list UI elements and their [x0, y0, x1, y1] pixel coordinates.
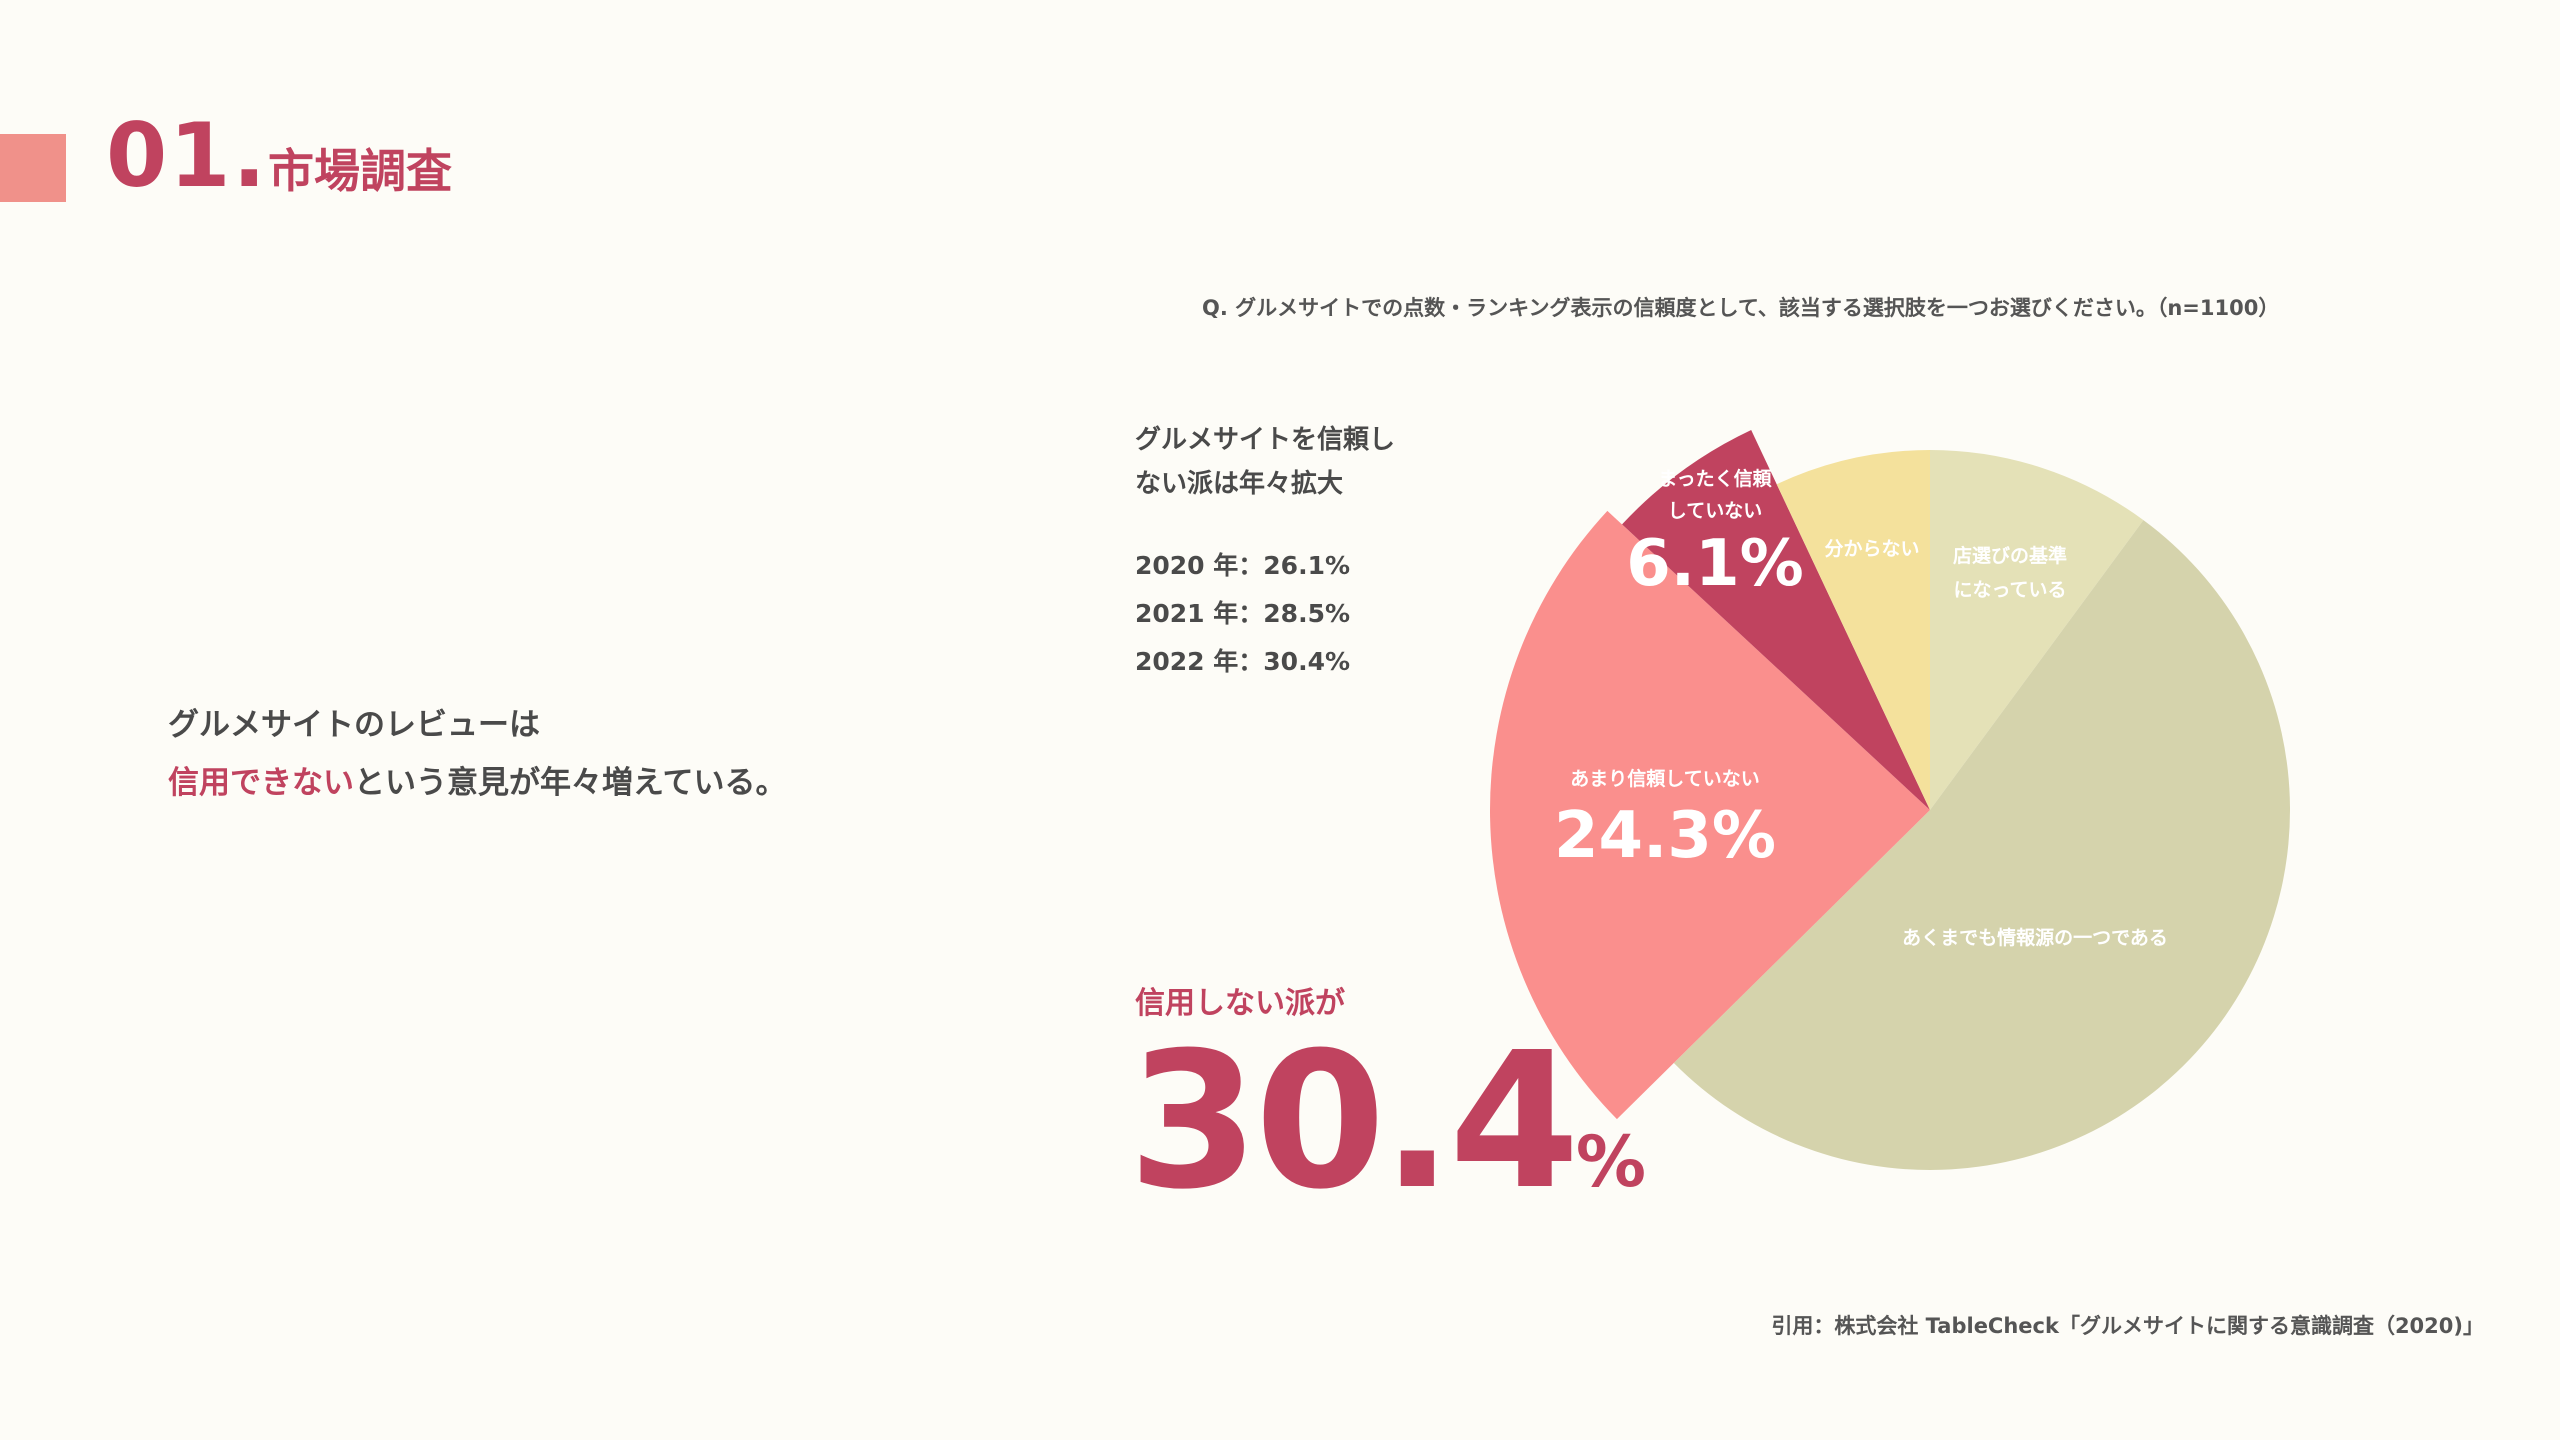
slice-label: 分からない: [1824, 538, 1919, 560]
source-citation: 引用：株式会社 TableCheck「グルメサイトに関する意識調査（2020)」: [1771, 1314, 2484, 1338]
highlight-unit: %: [1575, 1121, 1646, 1203]
lead-line-2: 信用できないという意見が年々増えている。: [168, 754, 786, 812]
page-title: 市場調査: [268, 144, 452, 198]
slice-label: になっている: [1953, 579, 2066, 601]
slice-label: 店選びの基準: [1953, 544, 2067, 567]
slice-label: あまり信頼していない: [1570, 767, 1759, 790]
trend-heading-line-2: ない派は年々拡大: [1135, 469, 1344, 499]
pie-slice: [1776, 450, 1930, 810]
lead-highlight: 信用できない: [168, 765, 354, 801]
trend-heading-line-1: グルメサイトを信頼し: [1135, 425, 1396, 455]
slice-label: まったく信頼: [1658, 467, 1772, 490]
highlight-value: 30.4%: [1128, 1028, 1646, 1216]
pie-slice: [1673, 520, 2291, 1170]
survey-question: Q. グルメサイトでの点数・ランキング表示の信頼度として、該当する選択肢を一つお…: [1202, 296, 2280, 320]
section-number: 01.: [106, 104, 268, 207]
highlight-number: 30.4: [1128, 1012, 1580, 1231]
pie-slice: [1490, 510, 1930, 1120]
highlight-label: 信用しない派が: [1135, 986, 1345, 1021]
slice-label: あくまでも情報源の一つである: [1902, 926, 2168, 949]
slice-value-label: 24.3%: [1554, 799, 1776, 873]
trend-heading: グルメサイトを信頼し ない派は年々拡大: [1135, 418, 1395, 506]
header-accent-block: [0, 134, 66, 202]
slice-label: していない: [1668, 500, 1762, 522]
pie-slice: [1930, 450, 2144, 810]
slice-value-label: 6.1%: [1626, 527, 1804, 601]
lead-text: グルメサイトのレビューは 信用できないという意見が年々増えている。: [168, 696, 786, 812]
lead-line-1: グルメサイトのレビューは: [168, 707, 540, 743]
year-trend-list: 2020 年：26.1% 2021 年：28.5% 2022 年：30.4%: [1135, 542, 1350, 686]
year-item-2022: 2022 年：30.4%: [1135, 647, 1351, 676]
year-item-2021: 2021 年：28.5%: [1135, 599, 1351, 628]
lead-rest: という意見が年々増えている。: [354, 765, 787, 801]
pie-slice: [1622, 429, 1930, 810]
year-item-2020: 2020 年：26.1%: [1135, 551, 1351, 580]
